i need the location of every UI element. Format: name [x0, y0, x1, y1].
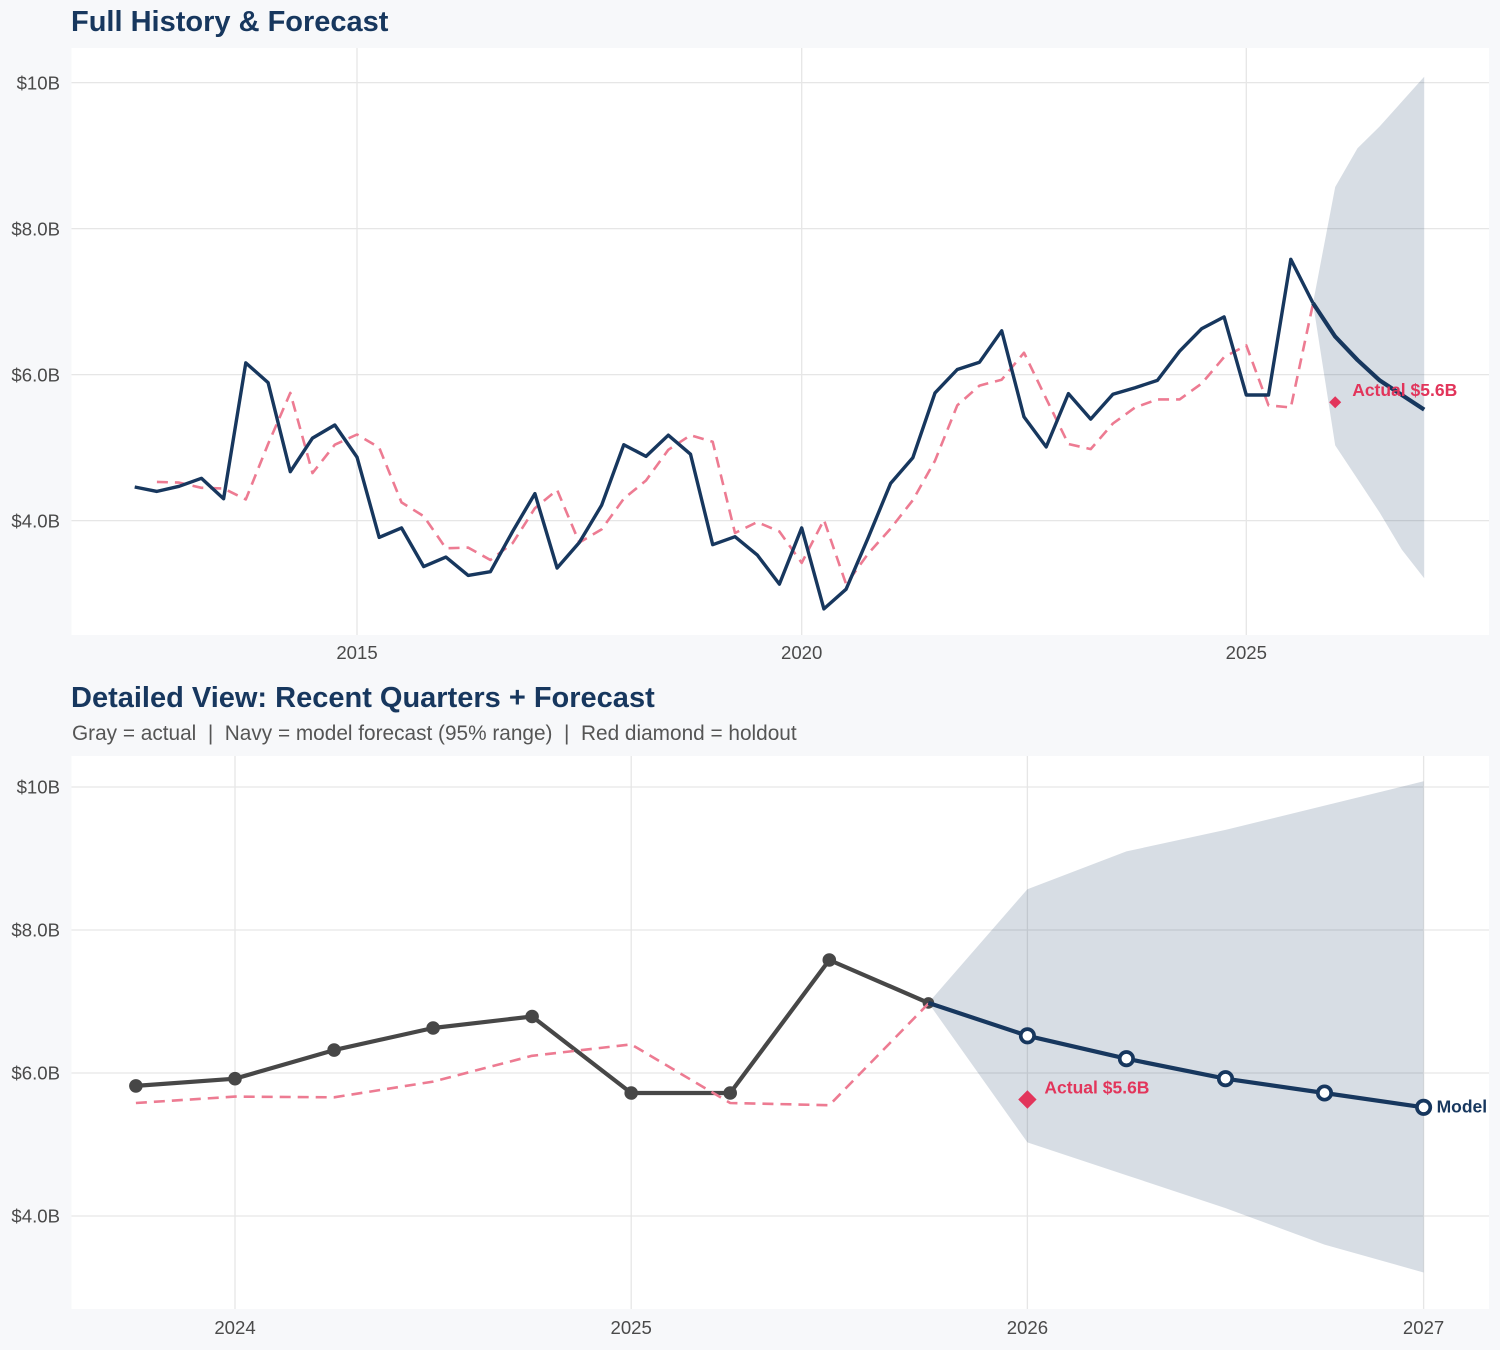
svg-text:Gray = actual | Navy = model: Gray = actual | Navy = model forecast (9…	[72, 722, 797, 745]
svg-text:Detailed View: Recent Quarters: Detailed View: Recent Quarters + Forecas…	[71, 682, 655, 714]
svg-text:2015: 2015	[336, 642, 377, 663]
svg-text:$6.0B: $6.0B	[11, 364, 60, 385]
svg-text:2027: 2027	[1403, 1317, 1444, 1338]
svg-text:2020: 2020	[781, 642, 822, 663]
svg-text:$6.0B: $6.0B	[11, 1063, 60, 1084]
svg-text:$10B: $10B	[17, 72, 60, 93]
svg-text:Model: Model	[1437, 1097, 1488, 1117]
svg-text:Actual $5.6B: Actual $5.6B	[1352, 380, 1457, 400]
svg-text:$8.0B: $8.0B	[11, 920, 60, 941]
svg-text:Actual $5.6B: Actual $5.6B	[1044, 1078, 1149, 1098]
svg-text:2026: 2026	[1007, 1317, 1048, 1338]
svg-text:2024: 2024	[214, 1317, 255, 1338]
svg-text:2025: 2025	[1226, 642, 1267, 663]
svg-text:$4.0B: $4.0B	[11, 1206, 60, 1227]
svg-text:2025: 2025	[611, 1317, 652, 1338]
svg-text:Full History & Forecast: Full History & Forecast	[71, 6, 389, 38]
svg-text:$10B: $10B	[17, 777, 60, 798]
svg-text:$8.0B: $8.0B	[11, 218, 60, 239]
svg-text:$4.0B: $4.0B	[11, 510, 60, 531]
